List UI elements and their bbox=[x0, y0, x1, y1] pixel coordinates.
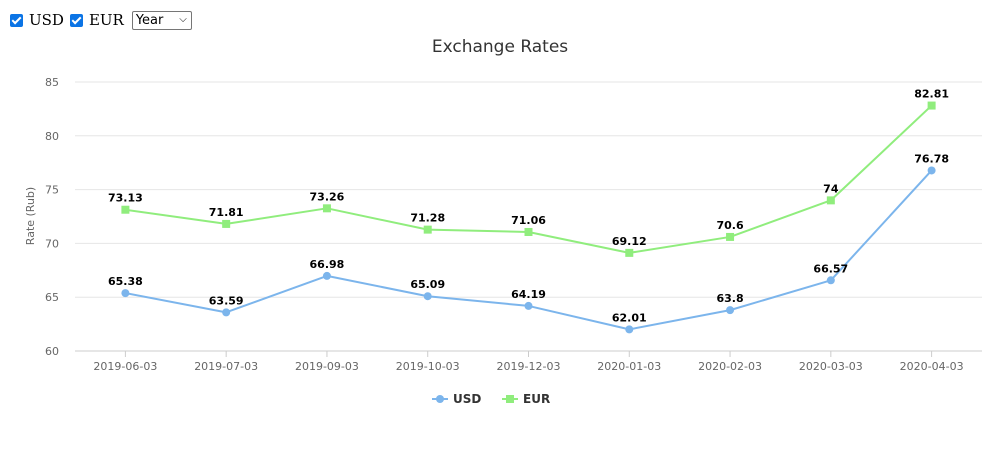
data-point-usd[interactable] bbox=[322, 271, 331, 280]
x-axis: 2019-06-03 2019-07-03 2019-09-03 2019-10-03… bbox=[93, 351, 964, 373]
data-point-usd[interactable] bbox=[222, 308, 231, 317]
y-axis: 60 65 70 75 80 85 bbox=[45, 76, 59, 358]
usd-checkbox[interactable] bbox=[10, 13, 23, 27]
y-tick-label: 80 bbox=[45, 130, 59, 143]
data-point-eur[interactable] bbox=[121, 205, 130, 214]
data-label-usd: 64.19 bbox=[511, 288, 546, 301]
x-tick-label: 2020-01-03 bbox=[597, 360, 661, 373]
eur-checkbox-label: EUR bbox=[88, 11, 124, 29]
data-point-usd[interactable] bbox=[524, 301, 533, 310]
usd-checkbox-label: USD bbox=[29, 11, 64, 29]
legend-item-usd[interactable]: USD bbox=[432, 392, 481, 406]
data-point-usd[interactable] bbox=[826, 276, 835, 285]
data-point-eur[interactable] bbox=[222, 219, 231, 228]
data-point-eur[interactable] bbox=[826, 196, 835, 205]
data-label-usd: 76.78 bbox=[914, 152, 949, 165]
data-label-eur: 71.81 bbox=[209, 206, 244, 219]
legend-item-eur[interactable]: EUR bbox=[502, 392, 550, 406]
data-label-usd: 62.01 bbox=[612, 311, 647, 324]
data-label-eur: 73.26 bbox=[310, 190, 345, 203]
x-tick-label: 2019-12-03 bbox=[497, 360, 561, 373]
y-tick-label: 85 bbox=[45, 76, 59, 89]
legend: USD EUR bbox=[432, 392, 550, 406]
data-label-eur: 71.06 bbox=[511, 214, 546, 227]
data-point-eur[interactable] bbox=[927, 101, 936, 110]
series-layer: 65.38 63.59 66.98 65.09 64.19 62.01 63.8 66.57 7… bbox=[108, 88, 949, 334]
legend-label-eur: EUR bbox=[523, 392, 550, 406]
x-tick-label: 2020-03-03 bbox=[799, 360, 863, 373]
data-label-eur: 71.28 bbox=[410, 212, 445, 225]
data-label-usd: 65.09 bbox=[410, 278, 445, 291]
series-eur: 73.13 71.81 73.26 71.28 71.06 69.12 70.6 74 82.8… bbox=[108, 88, 949, 257]
legend-label-usd: USD bbox=[453, 392, 481, 406]
data-label-usd: 63.59 bbox=[209, 294, 244, 307]
y-tick-label: 65 bbox=[45, 291, 59, 304]
chevron-down-icon: ⌵ bbox=[179, 14, 187, 25]
y-tick-label: 70 bbox=[45, 237, 59, 250]
data-label-usd: 66.57 bbox=[813, 262, 848, 275]
data-point-usd[interactable] bbox=[423, 292, 432, 301]
chart-controls: USD EUR Year ⌵ bbox=[10, 9, 192, 31]
data-label-usd: 65.38 bbox=[108, 275, 143, 288]
data-point-eur[interactable] bbox=[524, 227, 533, 236]
y-axis-title: Rate (Rub) bbox=[24, 187, 37, 245]
eur-checkbox[interactable] bbox=[69, 13, 83, 27]
x-tick-label: 2019-06-03 bbox=[93, 360, 157, 373]
data-label-eur: 82.81 bbox=[914, 88, 949, 101]
data-point-eur[interactable] bbox=[625, 248, 634, 257]
x-tick-label: 2019-09-03 bbox=[295, 360, 359, 373]
data-point-eur[interactable] bbox=[423, 225, 432, 234]
y-tick-label: 75 bbox=[45, 184, 59, 197]
data-point-eur[interactable] bbox=[726, 232, 735, 241]
data-point-eur[interactable] bbox=[322, 204, 331, 213]
data-label-usd: 66.98 bbox=[310, 258, 345, 271]
data-label-eur: 70.6 bbox=[716, 219, 743, 232]
period-select[interactable]: Year ⌵ bbox=[131, 10, 192, 30]
legend-marker-eur bbox=[506, 395, 514, 403]
data-label-eur: 73.13 bbox=[108, 192, 143, 205]
data-point-usd[interactable] bbox=[927, 166, 936, 175]
series-usd: 65.38 63.59 66.98 65.09 64.19 62.01 63.8 66.57 7… bbox=[108, 152, 949, 334]
eur-toggle[interactable]: EUR bbox=[69, 11, 124, 29]
x-tick-label: 2019-07-03 bbox=[194, 360, 258, 373]
period-select-value: Year bbox=[135, 12, 164, 28]
y-tick-label: 60 bbox=[45, 345, 59, 358]
legend-marker-usd bbox=[436, 395, 444, 403]
usd-toggle[interactable]: USD bbox=[10, 11, 64, 29]
data-label-eur: 74 bbox=[823, 182, 839, 195]
data-point-usd[interactable] bbox=[726, 306, 735, 315]
x-tick-label: 2020-04-03 bbox=[900, 360, 964, 373]
data-label-usd: 63.8 bbox=[716, 292, 743, 305]
x-tick-label: 2019-10-03 bbox=[396, 360, 460, 373]
x-tick-label: 2020-02-03 bbox=[698, 360, 762, 373]
data-point-usd[interactable] bbox=[625, 325, 634, 334]
chart-title: Exchange Rates bbox=[432, 37, 568, 57]
data-point-usd[interactable] bbox=[121, 289, 130, 298]
data-label-eur: 69.12 bbox=[612, 235, 647, 248]
